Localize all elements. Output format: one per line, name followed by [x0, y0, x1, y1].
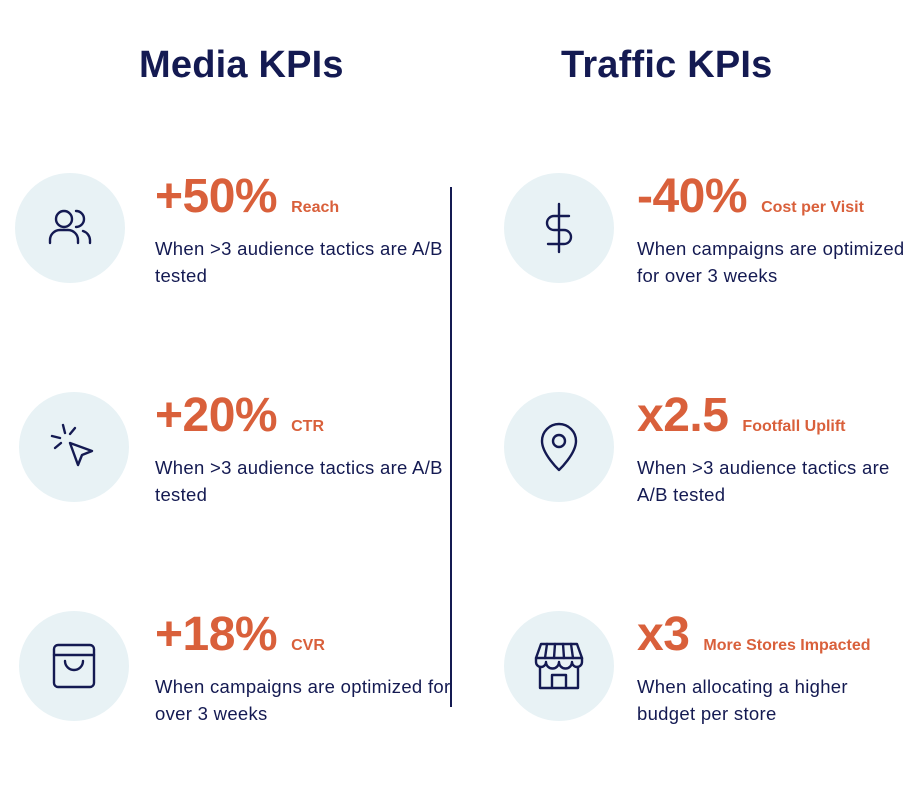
kpi-value: x3 — [637, 608, 690, 661]
kpi-label: CVR — [291, 637, 325, 654]
kpi-label: Reach — [291, 199, 340, 216]
kpi-description: When >3 audience tactics are A/B tested — [155, 238, 443, 286]
traffic-kpis-heading: Traffic KPIs — [561, 44, 773, 86]
kpi-value: x2.5 — [637, 389, 729, 442]
kpi-cvr: +18% CVR When campaigns are optimized fo… — [19, 608, 459, 731]
kpi-description: When >3 audience tactics are A/B tested — [637, 457, 890, 505]
kpi-value: +20% — [155, 389, 278, 442]
kpi-ctr: +20% CTR When >3 audience tactics are A/… — [19, 389, 459, 512]
cursor-click-icon — [19, 392, 129, 502]
kpi-more-stores: x3 More Stores Impacted When allocating … — [504, 608, 914, 731]
kpi-label: Footfall Uplift — [742, 418, 846, 435]
kpi-label: More Stores Impacted — [703, 637, 871, 654]
kpi-value: +18% — [155, 608, 278, 661]
column-divider — [450, 187, 452, 707]
kpi-description: When >3 audience tactics are A/B tested — [155, 457, 443, 505]
kpi-label: Cost per Visit — [761, 199, 864, 216]
kpi-description: When campaigns are optimized for over 3 … — [155, 676, 451, 724]
media-kpis-heading: Media KPIs — [139, 44, 344, 86]
storefront-icon — [504, 611, 614, 721]
kpi-reach: +50% Reach When >3 audience tactics are … — [15, 170, 455, 293]
users-icon — [15, 173, 125, 283]
kpi-footfall-uplift: x2.5 Footfall Uplift When >3 audience ta… — [504, 389, 914, 512]
dollar-icon — [504, 173, 614, 283]
kpi-value: -40% — [637, 170, 748, 223]
kpi-description: When allocating a higher budget per stor… — [637, 676, 848, 724]
map-pin-icon — [504, 392, 614, 502]
kpi-value: +50% — [155, 170, 278, 223]
shopping-bag-icon — [19, 611, 129, 721]
kpi-label: CTR — [291, 418, 324, 435]
kpi-description: When campaigns are optimized for over 3 … — [637, 238, 905, 286]
kpi-cost-per-visit: -40% Cost per Visit When campaigns are o… — [504, 170, 914, 293]
